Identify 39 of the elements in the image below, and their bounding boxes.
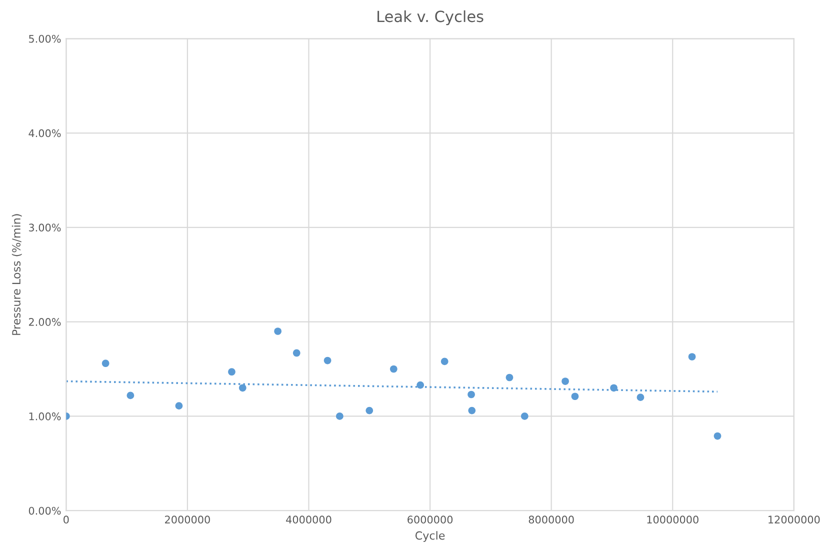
y-axis-title: Pressure Loss (%/min) [12,214,22,335]
y-tick-label: 5.00% [29,34,61,43]
point [274,328,282,335]
point [228,368,236,376]
x-tick-label: 8000000 [528,516,574,524]
x-tick-label: 12000000 [768,516,820,524]
point [714,432,722,440]
point [175,402,183,410]
point [562,378,569,385]
point [571,392,579,400]
y-tick-label: 3.00% [29,224,61,232]
point [390,365,398,373]
point [126,392,134,400]
point [292,349,300,357]
point [366,406,374,414]
y-tick-label: 4.00% [28,129,61,138]
point [238,384,246,392]
point [520,412,528,420]
point [336,412,344,420]
point [636,394,644,402]
y-tick-label: 1.00% [29,412,61,420]
x-tick-label: 6000000 [408,516,453,524]
point [506,374,514,382]
x-tick-label: 10000000 [647,516,698,524]
point [468,390,475,398]
point [688,353,696,360]
x-tick-label: 4000000 [286,516,332,524]
point [468,406,476,414]
x-tick-label: 0 [64,516,69,524]
chart-title: Leak v. Cycles [378,10,484,26]
x-tick-label: 2000000 [165,516,210,524]
point [324,356,332,364]
point [102,360,110,368]
y-tick-label: 2.00% [28,318,61,326]
x-axis-title: Cycle [415,531,445,542]
point [610,384,618,392]
point [416,381,424,389]
point [440,358,448,366]
y-tick-label: 0.00% [28,506,61,515]
